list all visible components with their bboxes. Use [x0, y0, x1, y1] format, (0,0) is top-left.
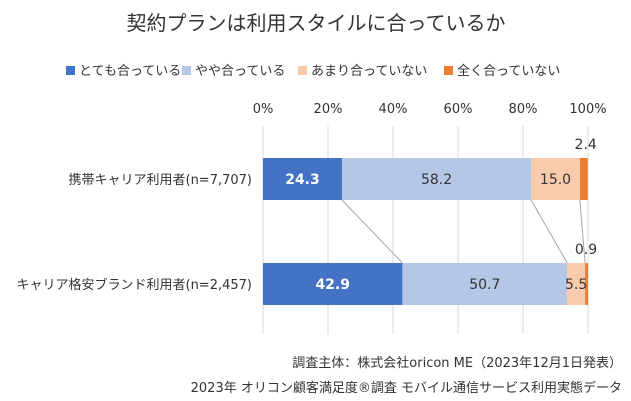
legend: とても合っている やや合っている あまり合っていない 全く合っていない [66, 63, 560, 79]
legend-swatch-2 [298, 66, 307, 75]
bar-segment-3 [585, 263, 588, 305]
bar-segment-1 [402, 263, 568, 305]
data-label: 58.2 [421, 172, 452, 188]
x-axis-ticks: 0% 20% 40% 60% 80% 100% [253, 102, 607, 117]
category-label: キャリア格安ブランド利用者(n=2,457) [17, 277, 253, 293]
x-tick-label: 80% [509, 102, 538, 117]
data-label: 0.9 [575, 242, 597, 258]
x-tick-label: 20% [314, 102, 343, 117]
data-label: 15.0 [540, 172, 571, 188]
category-labels: 携帯キャリア利用者(n=7,707) キャリア格安ブランド利用者(n=2,457) [17, 172, 253, 293]
data-label: 42.9 [315, 277, 350, 293]
bar-segment-1 [341, 158, 532, 200]
data-label: 5.5 [565, 277, 587, 293]
legend-label-3: 全く合っていない [457, 63, 560, 79]
legend-label-2: あまり合っていない [311, 64, 427, 79]
data-label: 50.7 [469, 277, 500, 293]
series-line [341, 199, 403, 264]
bar-segment-2 [567, 263, 586, 305]
series-line [579, 199, 586, 264]
data-label: 24.3 [285, 172, 320, 188]
x-tick-label: 60% [444, 102, 473, 117]
bar-segment-3 [579, 158, 588, 200]
legend-label-0: とても合っている [79, 64, 181, 79]
x-tick-label: 40% [379, 102, 408, 117]
series-lines [341, 199, 586, 264]
chart-title: 契約プランは利用スタイルに合っているか [127, 11, 506, 35]
category-label: 携帯キャリア利用者(n=7,707) [69, 172, 253, 188]
bar-segment-0 [263, 263, 403, 305]
data-labels: 24.3 58.2 15.0 2.4 42.9 50.7 5.5 0.9 [285, 137, 597, 293]
survey-note: 2023年 オリコン顧客満足度®調査 モバイル通信サービス利用実態データ [191, 380, 622, 396]
legend-label-1: やや合っている [195, 64, 285, 79]
series-line [530, 199, 568, 264]
bars [263, 158, 588, 305]
legend-swatch-3 [444, 66, 453, 75]
legend-swatch-1 [182, 66, 191, 75]
legend-swatch-0 [66, 66, 75, 75]
data-label: 2.4 [575, 137, 597, 153]
bar-segment-2 [531, 158, 580, 200]
x-tick-label: 0% [253, 102, 274, 117]
source-note: 調査主体：株式会社oricon ME（2023年12月1日発表） [292, 355, 622, 371]
bar-segment-0 [263, 158, 342, 200]
x-tick-label: 100% [569, 102, 606, 117]
